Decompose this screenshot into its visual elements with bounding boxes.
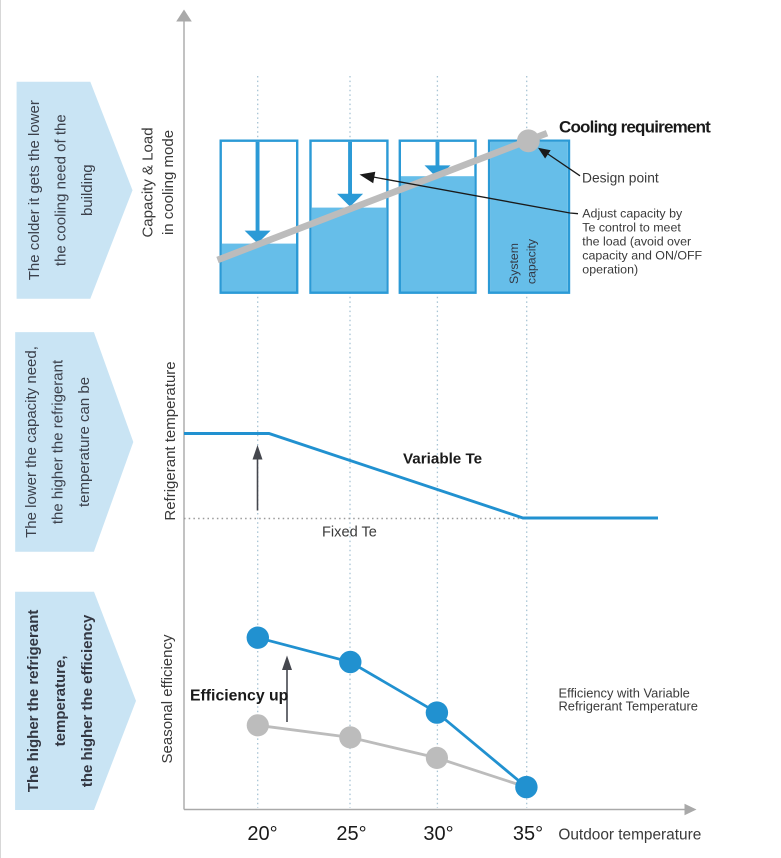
svg-text:capacity: capacity (525, 238, 539, 284)
svg-text:The higher the refrigerant: The higher the refrigerant (25, 610, 42, 793)
svg-text:Refrigerant Temperature: Refrigerant Temperature (559, 699, 698, 714)
svg-text:Variable Te: Variable Te (403, 451, 482, 468)
svg-text:The colder it gets the lower: The colder it gets the lower (26, 100, 43, 280)
svg-text:Efficiency with Variable: Efficiency with Variable (559, 685, 690, 700)
svg-text:The lower the capacity need,: The lower the capacity need, (23, 346, 40, 538)
svg-text:Outdoor temperature: Outdoor temperature (558, 827, 701, 844)
svg-text:Adjust capacity by: Adjust capacity by (582, 206, 683, 220)
svg-text:the higher the refrigerant: the higher the refrigerant (50, 359, 67, 524)
svg-text:the higher the efficiency: the higher the efficiency (79, 614, 96, 787)
svg-text:the load (avoid over: the load (avoid over (582, 234, 691, 248)
svg-text:in cooling mode: in cooling mode (160, 130, 177, 235)
svg-text:Efficiency up: Efficiency up (190, 688, 288, 705)
svg-text:Refrigerant temperature: Refrigerant temperature (162, 361, 179, 520)
svg-text:Capacity & Load: Capacity & Load (140, 127, 157, 237)
svg-text:25°: 25° (336, 823, 366, 845)
svg-text:Design point: Design point (582, 170, 659, 185)
svg-text:20°: 20° (247, 823, 277, 845)
svg-text:Te control to meet: Te control to meet (582, 220, 681, 234)
svg-text:Fixed Te: Fixed Te (322, 525, 377, 541)
svg-text:System: System (507, 243, 521, 284)
svg-text:capacity and ON/OFF: capacity and ON/OFF (582, 248, 702, 262)
svg-text:operation): operation) (582, 262, 638, 276)
svg-text:Seasonal efficiency: Seasonal efficiency (159, 634, 176, 763)
svg-text:35°: 35° (513, 823, 543, 845)
svg-text:Cooling requirement: Cooling requirement (559, 117, 711, 136)
svg-text:30°: 30° (423, 823, 453, 845)
svg-text:building: building (79, 164, 96, 216)
svg-text:the cooling need of the: the cooling need of the (53, 114, 70, 266)
svg-text:temperature,: temperature, (52, 655, 69, 746)
svg-text:temperature can be: temperature can be (76, 377, 93, 507)
